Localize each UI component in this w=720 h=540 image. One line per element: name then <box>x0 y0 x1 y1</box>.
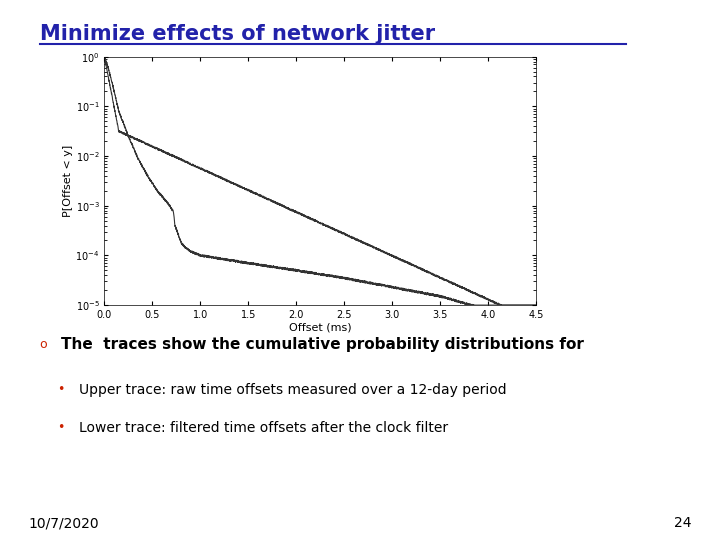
Text: The  traces show the cumulative probability distributions for: The traces show the cumulative probabili… <box>61 338 584 353</box>
Text: •: • <box>58 383 65 396</box>
Text: 24: 24 <box>674 516 691 530</box>
Text: Lower trace: filtered time offsets after the clock filter: Lower trace: filtered time offsets after… <box>79 421 449 435</box>
Text: •: • <box>58 421 65 434</box>
Text: Minimize effects of network jitter: Minimize effects of network jitter <box>40 24 435 44</box>
Text: Upper trace: raw time offsets measured over a 12-day period: Upper trace: raw time offsets measured o… <box>79 383 507 397</box>
X-axis label: Offset (ms): Offset (ms) <box>289 323 351 333</box>
Y-axis label: P[Offset < y]: P[Offset < y] <box>63 145 73 217</box>
Text: 10/7/2020: 10/7/2020 <box>29 516 99 530</box>
Text: o: o <box>40 338 48 350</box>
